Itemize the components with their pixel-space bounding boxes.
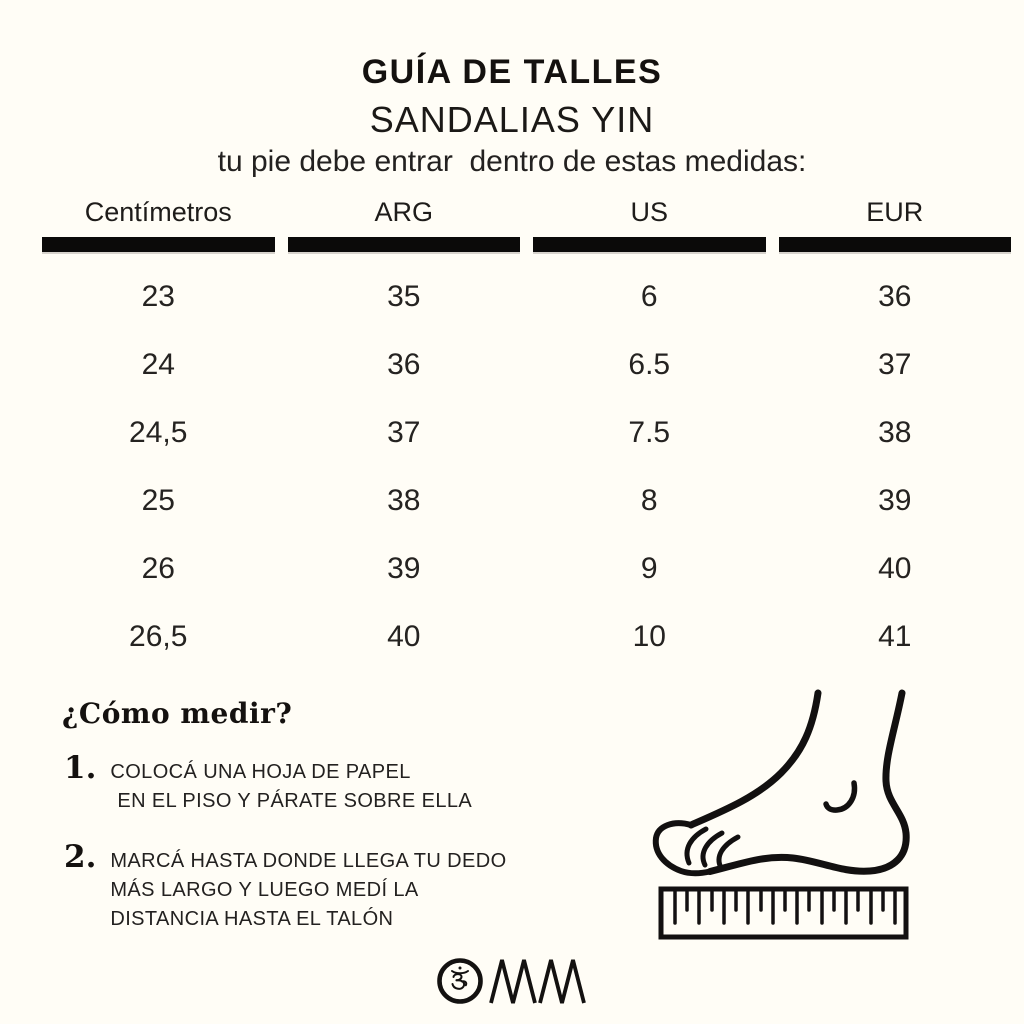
how-to-heading: ¿Cómo medir? [62,697,293,730]
page-title: GUÍA DE TALLES [361,53,663,91]
tagline: tu pie debe entrar dentro de estas medid… [217,144,807,178]
size-cell: 36 [878,280,912,313]
header-bar [287,237,520,252]
header-bar [42,237,275,252]
size-cell: 37 [387,416,421,449]
header-bar [533,237,766,252]
size-cell: 40 [387,620,421,653]
size-cell: 24,5 [129,416,188,449]
step-number: 2. [64,839,97,875]
size-cell: 6.5 [628,348,671,381]
column-header-eur: EUR [866,197,924,227]
size-cell: 23 [141,280,175,313]
size-cell: 6 [640,280,658,313]
column-header-us: US [630,197,668,227]
size-cell: 24 [141,348,175,381]
foot-on-ruler-icon [652,689,910,940]
step-line: COLOCÁ UNA HOJA DE PAPEL [110,761,411,783]
product-subtitle: SANDALIAS YIN [369,98,655,140]
size-cell: 38 [878,416,912,449]
step-line: MÁS LARGO Y LUEGO MEDÍ LA [110,879,419,901]
size-table: Centímetros ARG US EUR 23 35 6 36 24 36 … [42,196,1011,671]
size-cell: 7.5 [628,416,671,449]
size-cell: 35 [387,280,421,313]
size-rows: 23 35 6 36 24 36 6.5 37 24,5 37 7.5 38 2… [42,263,1011,671]
size-cell: 26 [141,552,175,585]
size-cell: 40 [878,552,912,585]
omm-logo-icon [436,955,588,1007]
size-cell: 41 [878,620,912,653]
header: GUÍA DE TALLES SANDALIAS YIN tu pie debe… [0,53,1024,178]
size-cell: 39 [878,484,912,517]
size-cell: 26,5 [129,620,188,653]
size-cell: 8 [640,484,658,517]
size-cell: 38 [387,484,421,517]
step-text: MARCÁ HASTA DONDE LLEGA TU DEDO MÁS LARG… [110,840,506,934]
size-cell: 9 [640,552,658,585]
column-header-arg: ARG [374,197,433,227]
step-line: DISTANCIA HASTA EL TALÓN [110,908,394,930]
size-cell: 37 [878,348,912,381]
foot-measure-illustration [645,683,917,945]
step-number: 1. [64,750,97,786]
size-cell: 36 [387,348,421,381]
brand-logo [436,955,588,1007]
size-cell: 39 [387,552,421,585]
how-to-step-1: 1. COLOCÁ UNA HOJA DE PAPEL EN EL PISO Y… [64,751,472,816]
column-header-row: Centímetros ARG US EUR [42,196,1011,228]
column-header-centimetros: Centímetros [84,197,232,227]
size-cell: 10 [632,620,666,653]
how-to-step-2: 2. MARCÁ HASTA DONDE LLEGA TU DEDO MÁS L… [64,840,507,934]
step-line: EN EL PISO Y PÁRATE SOBRE ELLA [117,790,473,812]
size-cell: 25 [141,484,175,517]
header-bar [778,237,1011,252]
om-symbol-icon [451,966,469,990]
header-underline-bars [42,237,1011,252]
step-text: COLOCÁ UNA HOJA DE PAPEL EN EL PISO Y PÁ… [110,751,472,816]
step-line: MARCÁ HASTA DONDE LLEGA TU DEDO [110,850,507,872]
